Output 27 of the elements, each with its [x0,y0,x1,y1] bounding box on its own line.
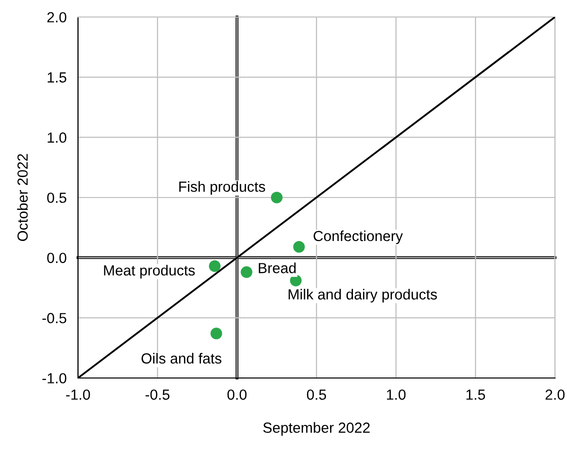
point [270,192,283,204]
x-axis-title: September 2022 [263,422,370,436]
x-tick-label: 0.0 [227,389,247,400]
point [208,260,221,272]
y-tick-label: 0.5 [47,192,66,203]
y-tick-label: 1.0 [48,132,66,143]
annotation: Milk and dairy products [288,288,437,302]
x-tick-label: 1.0 [386,389,406,400]
y-axis-title: October 2022 [17,154,28,241]
annotation: Oils and fats [142,352,222,364]
y-tick-label: 2.0 [47,12,66,22]
x-tick-label: -1.0 [66,389,90,400]
point [210,328,222,340]
annotation: Bread [258,262,296,274]
y-tick-label: 0.0 [47,252,66,264]
annotation: Meat products [104,264,195,278]
point [240,266,252,278]
x-tick-label: -0.5 [146,389,170,400]
y-tick-label: 1.5 [48,72,66,83]
y-tick-label: -0.5 [42,312,66,324]
annotation: Confectionery [314,230,403,244]
annotation: Fish products [179,181,266,195]
y-tick-label: -1.0 [42,373,66,384]
x-tick-label: 2.0 [546,389,565,400]
x-tick-label: 1.5 [466,390,486,400]
x-tick-label: 0.5 [306,389,326,400]
point [293,241,305,253]
